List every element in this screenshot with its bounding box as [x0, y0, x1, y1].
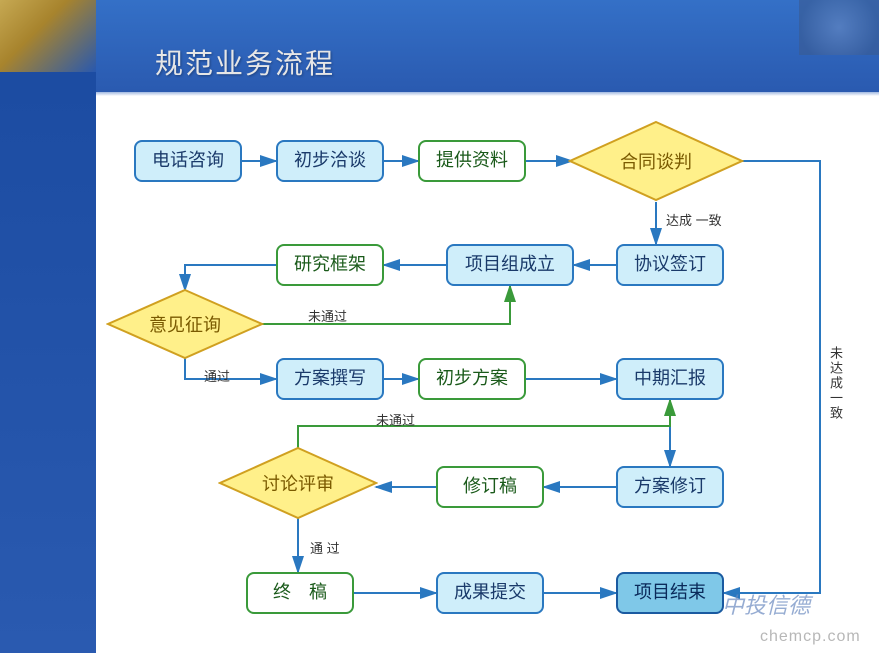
node-n_docs: 提供资料 — [418, 140, 526, 182]
node-n_final: 终 稿 — [246, 572, 354, 614]
node-n_sign: 协议签订 — [616, 244, 724, 286]
edge-label: 未通过 — [308, 306, 347, 325]
node-label: 合同谈判 — [568, 120, 744, 202]
node-label: 意见征询 — [106, 288, 264, 360]
sidebar — [0, 0, 96, 653]
edge-label: 通 过 — [310, 538, 340, 557]
node-n_chat: 初步洽谈 — [276, 140, 384, 182]
watermark-site: chemcp.com — [760, 628, 861, 646]
node-n_end: 项目结束 — [616, 572, 724, 614]
node-label: 讨论评审 — [218, 446, 378, 520]
node-n_revise: 方案修订 — [616, 466, 724, 508]
node-n_plan: 初步方案 — [418, 358, 526, 400]
node-n_write: 方案撰写 — [276, 358, 384, 400]
node-d_review: 讨论评审 — [218, 446, 378, 520]
edge — [185, 265, 276, 290]
edge — [298, 400, 670, 448]
edge-label: 通过 — [204, 366, 230, 385]
node-n_submit: 成果提交 — [436, 572, 544, 614]
node-n_mid: 中期汇报 — [616, 358, 724, 400]
edge-label: 达成 一致 — [666, 210, 722, 229]
sidebar-photo — [0, 0, 96, 72]
edge-label: 未达成一致 — [826, 346, 845, 421]
edge — [262, 286, 510, 324]
watermark-brand: 中投信德 — [722, 588, 810, 620]
slide-title: 规范业务流程 — [155, 42, 335, 82]
node-n_frame: 研究框架 — [276, 244, 384, 286]
edge-label: 未通过 — [376, 410, 415, 429]
flowchart-canvas: 电话咨询初步洽谈提供资料合同谈判协议签订项目组成立 研究框架意见征询方案撰写初步方… — [96, 96, 879, 653]
slide: 规范业务流程 电话咨询初步洽谈提供资料合同谈判协议签订项目组成立 研究框架意见征询… — [0, 0, 879, 653]
node-n_phone: 电话咨询 — [134, 140, 242, 182]
header-photo — [799, 0, 879, 55]
node-d_opinion: 意见征询 — [106, 288, 264, 360]
node-n_draft: 修订稿 — [436, 466, 544, 508]
edge — [185, 358, 276, 379]
edge — [724, 161, 820, 593]
node-d_nego: 合同谈判 — [568, 120, 744, 202]
node-n_team: 项目组成立 — [446, 244, 574, 286]
